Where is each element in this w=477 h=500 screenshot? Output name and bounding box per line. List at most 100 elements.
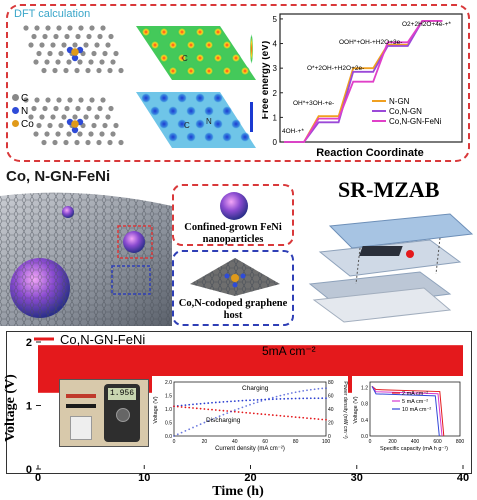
power-point: [325, 387, 327, 390]
energy-series: [284, 20, 443, 143]
charging-point: [195, 403, 198, 405]
legend-congn-feni: Co,N-GN-FeNi: [389, 117, 442, 126]
charging-point: [237, 399, 240, 402]
carbon-atom: [61, 114, 67, 120]
charging-point: [192, 403, 194, 406]
charging-point: [241, 399, 244, 402]
density-peak: [195, 119, 205, 129]
energy-xlabel: Reaction Coordinate: [316, 147, 424, 159]
charging-point: [290, 397, 293, 400]
carbon-atom: [89, 25, 95, 31]
annotation-4oh: 4OH-+*: [282, 128, 304, 135]
power-point: [230, 410, 232, 413]
charging-point: [287, 397, 289, 400]
carbon-atom: [33, 59, 39, 65]
label-discharging: Discharging: [206, 417, 241, 424]
density-peak: [213, 93, 223, 103]
carbon-atom: [67, 25, 73, 31]
carbon-atom: [55, 131, 61, 137]
pol-y2-tick-label: 0: [328, 434, 331, 440]
discharging-point: [275, 414, 278, 417]
charging-point: [184, 404, 187, 407]
cap-y-tick-label: 1.2: [361, 385, 368, 391]
polarization-ylabel-right: Power density (mW cm⁻²): [342, 381, 348, 439]
device-middle-layer: [318, 239, 462, 277]
power-point: [268, 397, 270, 400]
cycling-y-tick-label: 0: [26, 464, 32, 476]
carbon-atom: [23, 97, 29, 103]
power-point: [226, 412, 229, 415]
power-point: [233, 409, 236, 412]
charging-point: [222, 400, 225, 403]
density-peak: [231, 53, 241, 63]
carbon-atom: [44, 59, 50, 65]
carbon-atom: [42, 33, 48, 40]
pol-x-tick-label: 20: [202, 439, 208, 445]
charging-point: [252, 399, 255, 401]
charging-point: [317, 397, 320, 400]
zoom-box-blue: [111, 265, 151, 295]
charging-point: [203, 402, 206, 405]
discharging-point: [321, 418, 324, 421]
carbon-atom: [33, 131, 39, 137]
carbon-atom: [50, 114, 56, 120]
charging-point: [279, 398, 282, 400]
carbon-atom: [97, 33, 103, 40]
power-point: [252, 402, 255, 405]
discharging-point: [211, 408, 213, 411]
discharging-point: [195, 407, 198, 410]
discharging-point: [256, 412, 259, 415]
charge-density-maps: C N C: [136, 26, 256, 148]
charging-point: [180, 404, 183, 407]
discharging-point: [173, 405, 175, 408]
power-point: [298, 390, 301, 393]
charging-point: [325, 397, 327, 400]
annotation-o: O*+2OH-+H2O+2e-: [307, 65, 364, 72]
energy-y-tick-label: 5: [273, 15, 278, 24]
cap-legend-5: 5 mA cm⁻²: [402, 399, 428, 405]
carbon-atom: [34, 97, 40, 103]
cycling-x-tick-label: 40: [457, 472, 469, 484]
nanoparticle-icon: [220, 192, 248, 220]
discharging-point: [271, 414, 274, 416]
cycling-legend-label: Co,N-GN-FeNi: [60, 332, 145, 347]
discharging-point: [302, 416, 305, 419]
carbon-atom: [91, 122, 97, 129]
energy-ylabel: Free energy (eV): [262, 41, 271, 119]
carbon-atom: [83, 114, 89, 120]
discharging-point: [192, 407, 194, 409]
cycling-x-tick-label: 30: [351, 472, 363, 484]
cap-x-tick-label: 400: [411, 439, 420, 445]
capacity-legend: 2 mA cm⁻² 5 mA cm⁻² 10 mA cm⁻²: [392, 391, 431, 413]
density-peak: [168, 40, 178, 50]
density-peak: [213, 119, 223, 129]
multimeter-display: 1.956: [108, 388, 136, 400]
map-label-c: C: [182, 54, 188, 63]
pol-x-tick-label: 40: [232, 439, 238, 445]
carbon-atom: [108, 105, 114, 112]
cap-y-tick-label: 0.4: [361, 418, 368, 424]
cycling-xlabel: Time (h): [212, 484, 264, 499]
material-label: Co, N-GN-FeNi: [6, 168, 111, 185]
carbon-atom: [56, 97, 62, 103]
power-point: [321, 387, 324, 390]
device-exploded-view: [308, 213, 474, 323]
carbon-atom: [58, 122, 64, 129]
carbon-atom: [28, 114, 34, 120]
map-bottom-dots: [141, 93, 250, 142]
discharging-point: [180, 406, 183, 408]
discharging-point: [184, 406, 187, 409]
cobalt-atom: [71, 48, 79, 56]
power-point: [218, 415, 221, 418]
annotation-o2: O2+2H2O+4e-+*: [402, 21, 451, 28]
discharging-point: [207, 408, 210, 411]
power-point: [173, 435, 175, 437]
cap-legend-2: 2 mA cm⁻²: [402, 391, 428, 397]
discharging-point: [313, 417, 316, 420]
annotation-ooh: OOH*+OH-+H2O+3e-: [339, 39, 402, 46]
carbon-atom: [52, 67, 58, 74]
device-base-layer: [312, 287, 452, 323]
discharging-point: [317, 418, 320, 421]
power-point: [245, 405, 248, 407]
